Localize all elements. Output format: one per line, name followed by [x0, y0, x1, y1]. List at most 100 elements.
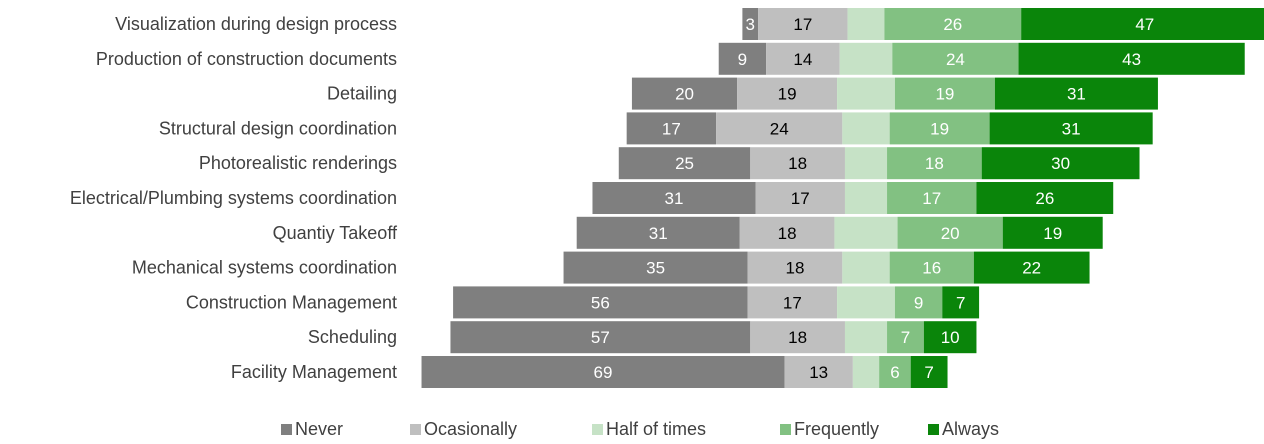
bar-segment-half-of-times: [837, 286, 895, 319]
legend-swatch: [410, 424, 421, 435]
category-label: Photorealistic renderings: [199, 153, 397, 173]
bar-segment-half-of-times: [844, 147, 888, 180]
bar-segment-never: [563, 251, 748, 284]
data-label: 20: [941, 224, 960, 243]
bar-segment-half-of-times: [844, 182, 888, 214]
bar-segment-half-of-times: [852, 356, 880, 388]
data-label: 18: [786, 259, 805, 278]
bar-segment-ocasionally: [784, 356, 853, 388]
bar-segment-ocasionally: [747, 286, 838, 319]
data-label: 22: [1022, 259, 1041, 278]
data-label: 7: [956, 293, 965, 312]
data-label: 69: [594, 363, 613, 382]
data-label: 6: [890, 363, 899, 382]
data-label: 14: [793, 50, 812, 69]
legend-swatch: [592, 424, 603, 435]
bar-segment-ocasionally: [758, 8, 848, 40]
category-label: Visualization during design process: [115, 14, 397, 34]
data-label: 9: [738, 50, 747, 69]
bar-segment-never: [421, 356, 785, 388]
bar-segment-never: [453, 286, 748, 319]
legend-label: Never: [295, 419, 343, 439]
bar-segment-always: [994, 77, 1158, 110]
bar-segment-never: [592, 182, 756, 214]
bar-segment-ocasionally: [750, 321, 845, 354]
bar-segment-never: [450, 321, 751, 354]
data-label: 19: [778, 85, 797, 104]
data-label: 31: [665, 189, 684, 208]
bar-segment-never: [626, 112, 717, 145]
data-label: 7: [901, 328, 910, 347]
data-label: 18: [778, 224, 797, 243]
data-label: 30: [1051, 154, 1070, 173]
data-label: 18: [788, 328, 807, 347]
data-label: 26: [943, 15, 962, 34]
data-label: 35: [646, 259, 665, 278]
legend-swatch: [281, 424, 292, 435]
category-labels: Visualization during design process Produ…: [70, 14, 398, 382]
category-label: Scheduling: [308, 327, 397, 347]
data-label: 19: [935, 85, 954, 104]
data-label: 17: [783, 293, 802, 312]
bar-segment-always: [942, 286, 980, 319]
data-label: 7: [924, 363, 933, 382]
bar-segment-never: [576, 216, 740, 249]
data-label: 16: [922, 259, 941, 278]
data-label: 18: [788, 154, 807, 173]
data-label: 17: [793, 15, 812, 34]
data-label: 17: [922, 189, 941, 208]
legend-swatch: [780, 424, 791, 435]
bar-segment-frequently: [889, 251, 974, 284]
data-label: 13: [809, 363, 828, 382]
data-label: 31: [1062, 119, 1081, 138]
bar-segment-half-of-times: [834, 216, 898, 249]
bar-segment-always: [1018, 42, 1245, 75]
category-label: Construction Management: [186, 292, 397, 312]
data-label: 56: [591, 293, 610, 312]
data-label: 18: [925, 154, 944, 173]
bar-segment-ocasionally: [737, 77, 838, 110]
category-label: Facility Management: [231, 362, 397, 382]
bar-segment-never: [631, 77, 738, 110]
data-label: 57: [591, 328, 610, 347]
category-label: Production of construction documents: [96, 49, 397, 69]
category-label: Mechanical systems coordination: [132, 258, 397, 278]
bar-segment-frequently: [887, 321, 924, 354]
bar-segment-ocasionally: [766, 42, 840, 75]
bar-segment-half-of-times: [842, 112, 890, 145]
bar-segment-always: [976, 182, 1114, 214]
data-label: 31: [649, 224, 668, 243]
data-label: 10: [941, 328, 960, 347]
category-label: Structural design coordination: [159, 118, 397, 138]
data-label: 20: [675, 85, 694, 104]
bar-segment-ocasionally: [716, 112, 843, 145]
bar-segment-frequently: [894, 77, 995, 110]
data-label: 47: [1135, 15, 1154, 34]
category-label: Electrical/Plumbing systems coordination: [70, 188, 397, 208]
data-label: 19: [1043, 224, 1062, 243]
bar-segment-frequently: [887, 147, 982, 180]
data-label: 26: [1035, 189, 1054, 208]
bar-segment-ocasionally: [747, 251, 843, 284]
bar-segment-always: [923, 321, 977, 354]
bar-segment-always: [1002, 216, 1103, 249]
legend-label: Always: [942, 419, 999, 439]
legend-label: Frequently: [794, 419, 879, 439]
data-label: 17: [791, 189, 810, 208]
bar-segment-frequently: [889, 112, 990, 145]
bar-segment-half-of-times: [842, 251, 890, 284]
bar-segment-ocasionally: [755, 182, 845, 214]
bar-segment-never: [742, 8, 759, 40]
bar-segment-never: [718, 42, 767, 75]
data-label: 43: [1122, 50, 1141, 69]
bar-segment-always: [1021, 8, 1264, 40]
bar-segment-always: [973, 251, 1090, 284]
bar-segment-frequently: [892, 42, 1019, 75]
bar-segment-frequently: [884, 8, 1022, 40]
data-label: 24: [946, 50, 965, 69]
bar-segment-ocasionally: [739, 216, 835, 249]
bar-segment-frequently: [879, 356, 911, 388]
bar-segment-frequently: [894, 286, 943, 319]
